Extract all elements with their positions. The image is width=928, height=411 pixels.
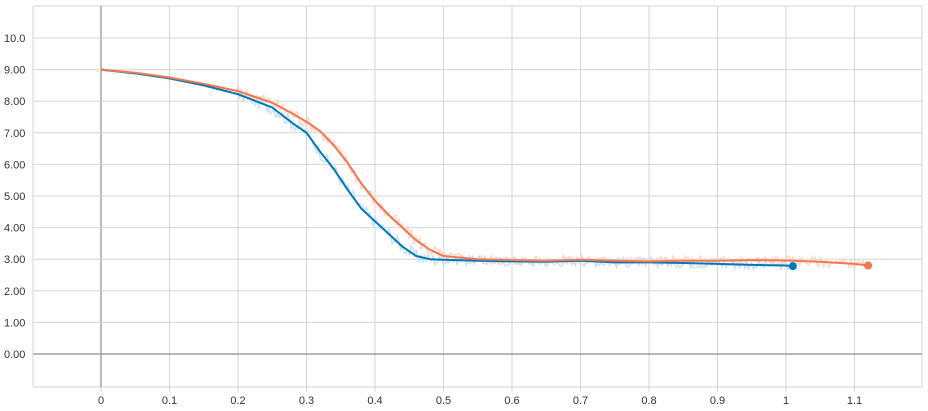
y-tick-label: 2.00 (4, 286, 25, 298)
y-tick-label: 4.00 (4, 223, 25, 235)
series-0-line (100, 68, 794, 268)
y-tick-label: 6.00 (4, 159, 25, 171)
y-tick-label: 3.00 (4, 254, 25, 266)
series-1-raw-line (100, 68, 869, 270)
series-1-end-point (864, 261, 873, 270)
x-tick-label: 0.8 (641, 395, 656, 407)
series-1-line (100, 68, 869, 267)
y-tick-label: 8.00 (4, 96, 25, 108)
y-tick-label: 9.00 (4, 65, 25, 77)
x-tick-label: 1 (783, 395, 789, 407)
x-tick-label: 0.7 (573, 395, 588, 407)
raw-series-layer (100, 68, 869, 272)
x-tick-label: 1.1 (847, 395, 862, 407)
smoothed-series-layer (100, 68, 873, 271)
x-tick-label: 0.4 (367, 395, 382, 407)
x-tick-label: 0.1 (162, 395, 177, 407)
x-tick-label: 0.2 (230, 395, 245, 407)
x-tick-label: 0.5 (436, 395, 451, 407)
y-tick-label: 10.0 (4, 33, 25, 45)
series-0-raw-line (100, 68, 794, 272)
x-tick-label: 0.9 (710, 395, 725, 407)
grid (32, 5, 923, 392)
y-tick-label: 5.00 (4, 191, 25, 203)
tick-labels: 0 0.1 0.2 0.3 0.4 0.5 0.6 0.7 0.8 0.9 1 1.1 0.00 1.00… (4, 33, 862, 407)
y-tick-label: 0.00 (4, 349, 25, 361)
x-tick-label: 0 (98, 395, 104, 407)
x-tick-label: 0.3 (299, 395, 314, 407)
series-0-end-point (788, 262, 797, 271)
y-tick-label: 7.00 (4, 128, 25, 140)
y-tick-label: 1.00 (4, 317, 25, 329)
x-tick-label: 0.6 (504, 395, 519, 407)
